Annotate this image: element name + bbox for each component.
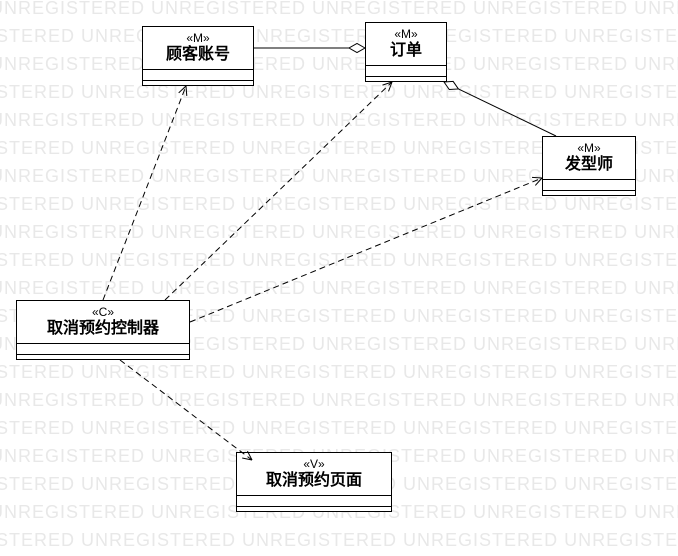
- node-cancel-page: «V» 取消预约页面: [236, 452, 392, 512]
- node-foot: [143, 80, 253, 85]
- node-body: [543, 180, 635, 190]
- stereotype-label: «M»: [551, 141, 627, 155]
- node-head: «C» 取消预约控制器: [17, 301, 189, 344]
- node-foot: [543, 190, 635, 195]
- node-stylist: «M» 发型师: [542, 136, 636, 196]
- node-order: «M» 订单: [365, 22, 447, 82]
- class-name: 发型师: [551, 155, 627, 175]
- stereotype-label: «M»: [374, 27, 438, 41]
- node-foot: [237, 506, 391, 511]
- node-body: [143, 70, 253, 80]
- stereotype-label: «M»: [151, 31, 245, 45]
- node-foot: [366, 76, 446, 81]
- node-body: [17, 344, 189, 354]
- class-name: 取消预约控制器: [25, 319, 181, 339]
- node-head: «M» 订单: [366, 23, 446, 66]
- node-body: [237, 496, 391, 506]
- node-body: [366, 66, 446, 76]
- node-cancel-controller: «C» 取消预约控制器: [16, 300, 190, 360]
- node-head: «M» 顾客账号: [143, 27, 253, 70]
- stereotype-label: «V»: [245, 457, 383, 471]
- node-head: «V» 取消预约页面: [237, 453, 391, 496]
- node-customer-account: «M» 顾客账号: [142, 26, 254, 86]
- class-name: 顾客账号: [151, 45, 245, 65]
- class-name: 取消预约页面: [245, 471, 383, 491]
- class-name: 订单: [374, 41, 438, 61]
- stereotype-label: «C»: [25, 305, 181, 319]
- node-foot: [17, 354, 189, 359]
- node-head: «M» 发型师: [543, 137, 635, 180]
